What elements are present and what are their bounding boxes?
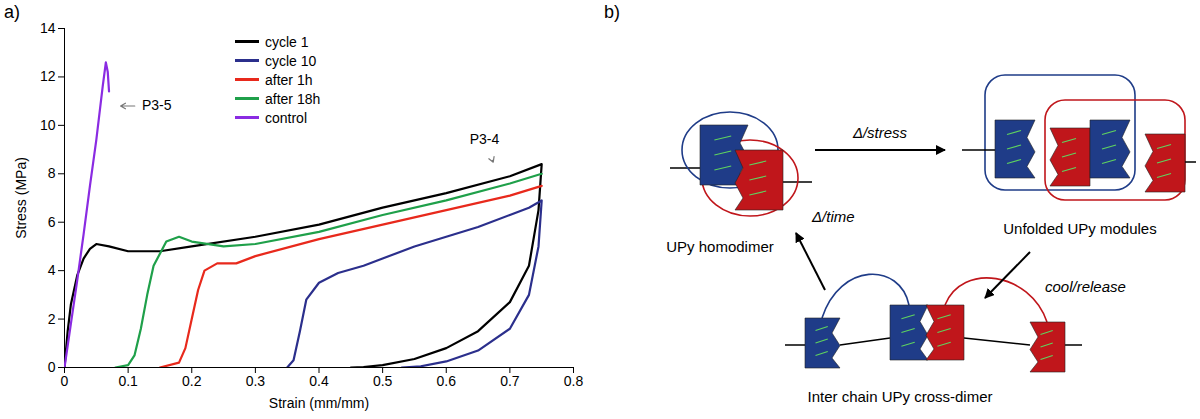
html-text:b): b) [604,2,620,22]
svg-text:Stress (MPa): Stress (MPa) [13,157,29,239]
svg-text:14: 14 [40,20,56,36]
svg-text:0.3: 0.3 [246,373,266,389]
html-text:cycle 10: cycle 10 [265,52,317,69]
svg-text:0.4: 0.4 [309,373,329,389]
svg-text:UPy homodimer: UPy homodimer [666,238,774,255]
svg-text:0.6: 0.6 [437,373,457,389]
svg-text:0.5: 0.5 [373,373,393,389]
svg-text:10: 10 [40,117,56,133]
svg-text:0: 0 [48,359,56,375]
svg-text:0.7: 0.7 [500,373,520,389]
svg-text:6: 6 [48,214,56,230]
svg-text:8: 8 [48,165,56,181]
svg-text:Unfolded UPy modules: Unfolded UPy modules [1003,220,1156,237]
svg-text:0.8: 0.8 [564,373,584,389]
svg-text:Inter chain UPy cross-dimer: Inter chain UPy cross-dimer [807,388,992,405]
svg-text:P3-5: P3-5 [142,97,172,113]
html-text:cycle 1: cycle 1 [265,33,309,50]
html-text:after 18h: after 18h [265,90,321,107]
html-text:after 1h: after 1h [265,71,313,88]
svg-text:0: 0 [61,373,69,389]
svg-text:12: 12 [40,68,56,84]
svg-text:P3-4: P3-4 [470,131,500,147]
svg-text:Δ/time: Δ/time [811,208,855,225]
svg-text:cool/release: cool/release [1045,278,1126,295]
svg-text:4: 4 [48,262,56,278]
svg-text:0.1: 0.1 [118,373,138,389]
svg-text:2: 2 [48,311,56,327]
svg-text:Δ/stress: Δ/stress [852,124,908,141]
svg-text:Strain (mm/mm): Strain (mm/mm) [269,395,369,411]
svg-text:0.2: 0.2 [182,373,202,389]
html-text:control: control [265,109,307,126]
html-text:a): a) [4,2,20,22]
